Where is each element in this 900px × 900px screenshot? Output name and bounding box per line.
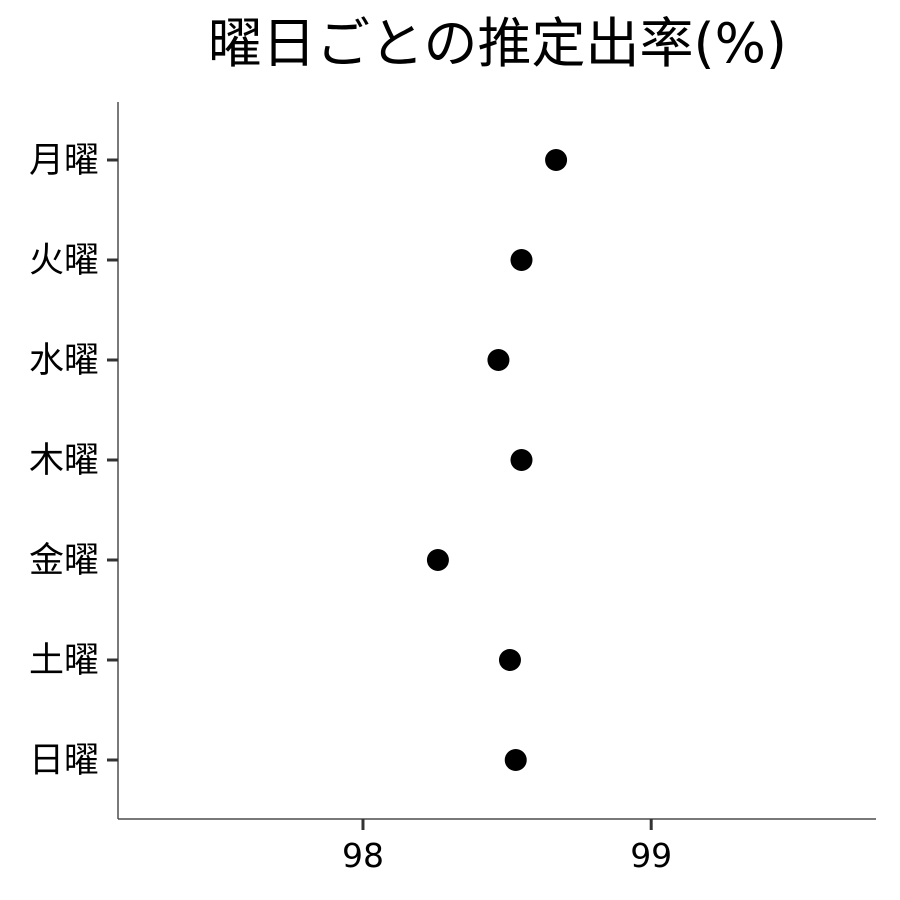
y-tick-label: 金曜 — [29, 541, 99, 581]
data-point — [545, 149, 568, 171]
data-point — [510, 449, 533, 471]
data-point — [510, 249, 533, 271]
y-tick-label: 火曜 — [29, 241, 99, 281]
y-tick-label: 木曜 — [29, 441, 99, 481]
axes — [117, 102, 876, 820]
y-tick-label: 土曜 — [29, 641, 99, 681]
data-points — [426, 149, 568, 771]
data-point — [426, 549, 449, 571]
y-tick-label: 日曜 — [29, 741, 99, 781]
chart-title: 曜日ごとの推定出率(%) — [208, 12, 787, 75]
y-tick-label: 月曜 — [29, 141, 99, 181]
x-tick-label: 98 — [342, 836, 384, 875]
data-point — [504, 749, 527, 771]
tick-marks — [107, 158, 653, 830]
data-point — [487, 349, 510, 371]
y-tick-label: 水曜 — [29, 341, 99, 381]
x-tick-label: 99 — [630, 836, 672, 875]
data-point — [498, 649, 521, 671]
